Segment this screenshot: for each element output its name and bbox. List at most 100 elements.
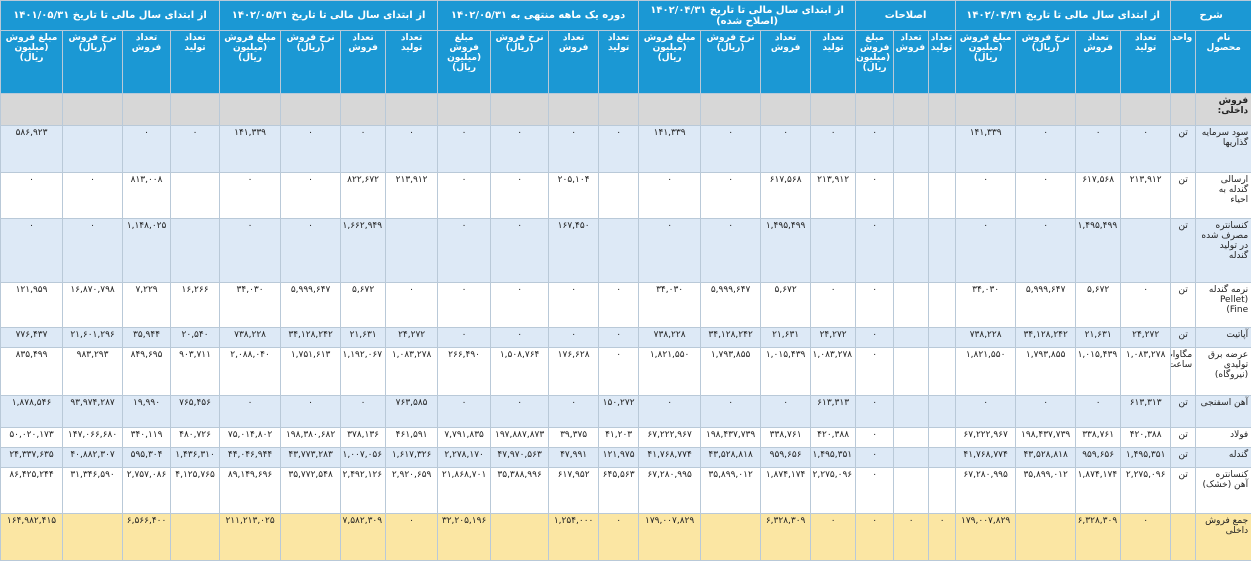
value: ۲۶۶,۴۹۰ [448, 350, 481, 360]
value-cell: ۲۴,۲۷۲ [385, 327, 439, 348]
value-cell: ۱,۰۱۵,۴۳۹ [1075, 347, 1122, 396]
column-header: نرخ فروش (ریال) [490, 30, 550, 94]
value: ۲۱۱,۲۱۳,۰۲۵ [225, 516, 275, 526]
value: ۱,۴۹۵,۴۹۹ [1077, 221, 1118, 231]
value: ۱,۴۹۵,۳۵۱ [1125, 450, 1166, 460]
unit: تن [1170, 447, 1197, 468]
value-cell: ۸۳۵,۴۹۹ [0, 347, 64, 396]
value-cell [928, 427, 957, 448]
group-title: از ابتدای سال مالی تا تاریخ ۱۴۰۲/۰۵/۳۱ [219, 0, 439, 31]
value-cell: ۳۴,۰۳۰ [219, 282, 282, 328]
value-cell: ۶۱۷,۵۶۸ [1075, 172, 1122, 219]
value-cell: ۰ [810, 513, 857, 561]
value-cell: ۰ [810, 282, 857, 328]
value-cell: ۶۱۳,۳۱۳ [810, 395, 857, 428]
value: ۶۷,۲۸۰,۹۹۵ [963, 470, 1008, 480]
value-cell [928, 218, 957, 283]
value: ۰ [517, 221, 523, 231]
column-header: نرخ فروش (ریال) [700, 30, 762, 94]
value-cell: ۰ [598, 327, 640, 348]
value: ۲۱,۸۶۸,۷۰۱ [441, 470, 487, 480]
value-cell: ۰ [219, 172, 282, 219]
value: ۲,۲۷۵,۰۹۶ [1125, 470, 1166, 480]
value-cell: ۱,۸۲۱,۵۵۰ [955, 347, 1017, 396]
value: ۳۴,۰۳۰ [972, 285, 1000, 295]
column-header: مبلغ فروش (میلیون ریال) [855, 30, 895, 94]
value: ۰ [728, 175, 734, 185]
value-cell: ۰ [598, 513, 640, 561]
value-cell: ۰ [855, 327, 895, 348]
value-cell [280, 513, 342, 561]
value: ۲۱,۶۳۱ [1084, 330, 1112, 340]
value-cell: ۰ [548, 125, 600, 173]
value: ۵,۶۷۲ [1087, 285, 1110, 295]
unit: مگاوات ساعت [1170, 347, 1197, 396]
value-cell: ۸۲۲,۶۷۲ [340, 172, 387, 219]
value-cell: ۰ [548, 327, 600, 348]
value: ۰ [461, 398, 467, 408]
value-cell: ۰ [638, 172, 702, 219]
value-cell: ۱۶۷,۴۵۰ [548, 218, 600, 283]
value-cell: ۷,۲۲۹ [122, 282, 172, 328]
value-cell: ۱۲۱,۹۵۹ [0, 282, 64, 328]
value-cell: ۰ [437, 125, 492, 173]
value-cell: ۲۱۳,۹۱۲ [810, 172, 857, 219]
value-cell: ۵,۹۹۹,۶۴۷ [280, 282, 342, 328]
value-cell: ۰ [598, 282, 640, 328]
value: ۱,۰۱۵,۴۳۹ [1077, 350, 1118, 360]
value: ۱,۱۹۲,۰۶۷ [342, 350, 383, 360]
value: ۱۴۱,۳۳۹ [969, 128, 1002, 138]
value-cell [490, 513, 550, 561]
value: ۰ [308, 221, 314, 231]
value: ۲,۴۹۲,۱۲۶ [342, 470, 383, 480]
value-cell: ۴۷,۹۹۱ [548, 447, 600, 468]
value: ۴۲۰,۳۸۸ [1129, 430, 1162, 440]
value: ۰ [830, 128, 836, 138]
value: ۱۴۷,۰۶۶,۶۸۰ [67, 430, 118, 440]
header-row: شرح از ابتدای سال مالی تا تاریخ ۱۴۰۲/۰۴/۳… [0, 0, 1251, 31]
value-cell: ۵,۶۷۲ [340, 282, 387, 328]
value: ۰ [360, 128, 366, 138]
value-cell: ۰ [855, 125, 895, 173]
value: ۳۴,۱۲۸,۲۴۲ [1023, 330, 1068, 340]
value-cell: ۰ [855, 172, 895, 219]
value-cell: ۱,۸۷۴,۱۷۴ [1075, 467, 1122, 514]
value-cell: ۰ [280, 172, 342, 219]
value: ۰ [461, 285, 467, 295]
value: ۰ [983, 175, 989, 185]
value: ۶,۵۶۶,۴۰۰ [126, 516, 167, 526]
value-cell: ۴۰,۸۸۲,۳۰۷ [62, 447, 124, 468]
value-cell: ۰ [62, 218, 124, 283]
unit: تن [1170, 218, 1197, 283]
value: ۶۱۳,۳۱۳ [1129, 398, 1162, 408]
value: ۷۳۸,۲۲۸ [234, 330, 266, 340]
value: ۲۱۳,۹۱۲ [395, 175, 428, 185]
value: ۹۰۳,۷۱۱ [179, 350, 211, 360]
data-row: آپاتیت تن ۲۴,۲۷۲ ۲۱,۶۳۱ ۳۴,۱۲۸,۲۴۲ ۷۳۸,۲۲۸ ۰ ۲۴… [0, 327, 1251, 348]
value: ۰ [571, 128, 577, 138]
value: ۲۴,۲۷۲ [1132, 330, 1160, 340]
value: ۱,۰۸۳,۲۷۸ [391, 350, 432, 360]
value: ۰ [872, 285, 878, 295]
value: ۲۱۳,۹۱۲ [1129, 175, 1162, 185]
value-cell: ۰ [810, 125, 857, 173]
value-cell [62, 125, 124, 173]
value-cell: ۷۶۵,۴۵۶ [170, 395, 221, 428]
value-cell: ۹۵۹,۶۵۶ [760, 447, 812, 468]
value: ۲۱,۶۳۱ [349, 330, 377, 340]
value: ۰ [461, 330, 467, 340]
value-cell: ۳۴,۱۲۸,۲۴۲ [1015, 327, 1077, 348]
product-name: گندله [1195, 447, 1251, 468]
empty-cell [760, 93, 812, 126]
value: ۰ [908, 516, 914, 526]
value: ۰ [308, 175, 314, 185]
value-cell [598, 218, 640, 283]
value-cell [893, 447, 930, 468]
column-header: نرخ فروش (ریال) [62, 30, 124, 94]
value: ۱۲۱,۹۷۵ [602, 450, 635, 460]
header-cell: شرح [1170, 0, 1251, 31]
value-cell: ۰ [893, 513, 930, 561]
value: ۰ [872, 398, 878, 408]
value: ۱,۶۶۲,۹۴۹ [342, 221, 383, 231]
value-cell: ۰ [385, 513, 439, 561]
